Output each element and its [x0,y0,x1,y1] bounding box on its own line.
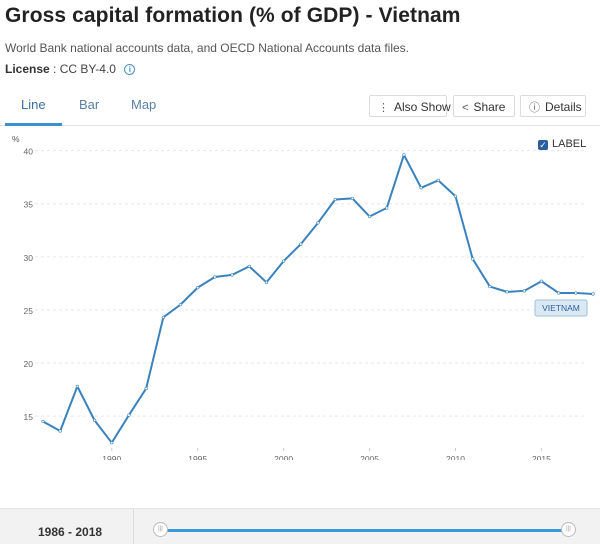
series-label: VIETNAM [542,303,580,313]
data-point [161,315,165,319]
license-label: License [5,62,50,76]
x-tick-label: 2015 [532,454,551,460]
data-point [402,153,406,157]
data-point [385,206,389,210]
data-point [92,418,97,422]
checkbox-checked-icon[interactable]: ✓ [538,140,548,150]
y-tick-label: 35 [24,200,34,210]
source-note: World Bank national accounts data, and O… [5,41,410,55]
data-point [453,194,458,198]
x-tick-label: 1995 [188,454,207,460]
details-label: Details [545,100,582,114]
y-tick-label: 25 [24,306,34,316]
data-point [110,441,114,445]
data-point [196,286,200,290]
x-tick-label: 2010 [446,454,465,460]
data-point [144,386,148,391]
data-point [299,242,303,246]
range-divider [133,509,134,544]
data-point [213,275,217,279]
data-point [471,257,475,261]
range-slider-track[interactable] [160,529,568,532]
x-tick-label: 2005 [360,454,379,460]
data-point [436,178,440,182]
label-toggle-text: LABEL [552,138,587,150]
range-footer: 1986 - 2018 ||| ||| [0,508,600,544]
info-icon[interactable]: i [124,64,136,75]
y-tick-label: 30 [24,253,34,263]
x-tick-label: 1990 [102,454,121,460]
data-point [316,221,320,225]
range-label: 1986 - 2018 [38,525,103,539]
series-line [42,153,594,444]
data-point [419,186,423,190]
vertical-dots-icon: ⋮ [378,102,389,114]
details-info-icon: ⓘ [529,102,540,114]
also-show-button[interactable]: ⋮ Also Show [369,95,451,117]
data-point [282,259,286,263]
license-line: License : CC BY-4.0 i [5,62,136,76]
data-point [75,384,79,388]
data-point [505,290,509,294]
data-point [522,289,526,293]
data-point [58,429,62,433]
share-label: Share [473,100,506,114]
details-button[interactable]: ⓘ Details [520,95,586,117]
data-point [127,413,131,417]
active-tab-indicator [5,123,62,126]
tab-bar[interactable]: Bar [79,97,100,112]
data-point [264,280,269,284]
share-button[interactable]: < Share [453,95,515,117]
data-point [333,197,337,202]
y-axis-label: % [12,134,20,144]
range-start-handle[interactable]: ||| [153,522,168,537]
also-show-label: Also Show [394,100,451,114]
tab-map[interactable]: Map [131,97,157,112]
data-point [557,291,561,295]
data-point [488,284,492,289]
label-toggle[interactable]: ✓ LABEL [538,138,586,150]
data-point [350,196,354,201]
data-point [41,419,45,424]
data-point [178,303,183,307]
range-end-handle[interactable]: ||| [561,522,576,537]
series-label-box [534,299,588,317]
license-value: : CC BY-4.0 [53,62,116,76]
share-icon: < [462,102,469,114]
data-point [574,291,578,295]
y-tick-label: 15 [24,412,34,422]
page-title: Gross capital formation (% of GDP) - Vie… [5,4,461,27]
data-point [591,292,595,296]
data-point [539,279,544,283]
x-tick-label: 2000 [274,454,293,460]
chart-tab-bar [0,88,600,126]
tab-line[interactable]: Line [21,97,46,112]
y-tick-label: 20 [24,359,34,369]
data-point [230,273,234,277]
y-tick-label: 40 [24,147,34,157]
data-point [247,264,251,268]
data-point [367,214,372,219]
line-chart: 15 20 25 30 35 40% 1990 1995 2000 2005 2010 2015 VIE… [12,134,595,460]
